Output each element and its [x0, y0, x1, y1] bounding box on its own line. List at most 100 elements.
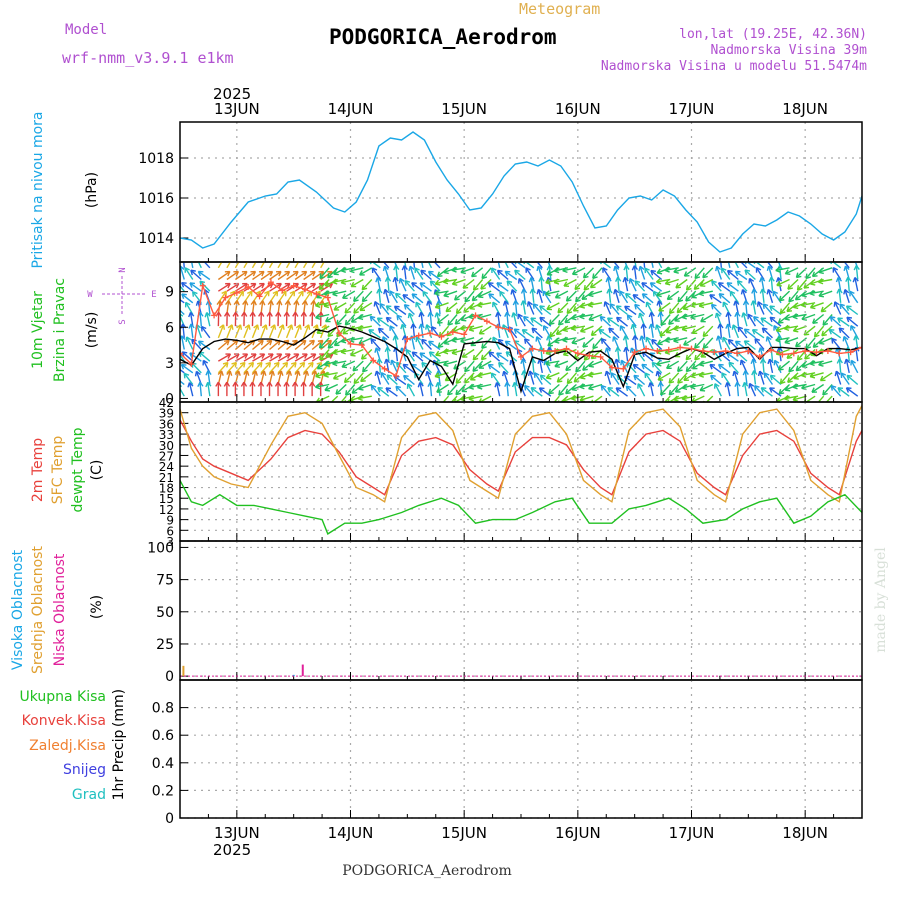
wind-arrow: [818, 278, 833, 283]
wind-arrow-head: [659, 381, 664, 387]
wind-arrow-head: [478, 296, 484, 299]
temperature-ytick-label: 36: [159, 417, 174, 431]
wind-arrow-head: [497, 254, 500, 258]
wind-arrow-head: [554, 341, 560, 344]
wind-arrow-head: [265, 324, 268, 330]
wind-arrow-head: [360, 354, 364, 360]
wind-arrow: [443, 337, 458, 345]
wind-arrow-head: [743, 328, 747, 335]
wind-arrow: [434, 290, 449, 295]
wind-arrow-head: [353, 311, 359, 314]
wind-arrow-head: [358, 384, 363, 390]
wind-arrow-head: [837, 387, 841, 393]
wind-arrow-head: [524, 385, 527, 391]
wind-arrow-head: [383, 289, 386, 295]
wind-arrow-head: [369, 262, 372, 265]
wind-arrow-head: [665, 327, 670, 333]
wind-arrow-head: [779, 392, 785, 395]
wind-arrow: [698, 290, 713, 295]
wind-arrow: [726, 282, 739, 292]
wind-arrow: [801, 383, 816, 389]
wind-arrow-head: [795, 272, 799, 278]
wind-arrow-head: [686, 369, 692, 373]
wind-arrow-head: [527, 370, 531, 377]
wind-arrow-head: [451, 352, 458, 356]
wind-arrow-head: [259, 300, 264, 305]
wind-arrow-head: [562, 339, 568, 343]
wind-arrow-head: [235, 283, 240, 289]
wind-arrow-head: [323, 374, 329, 378]
wind-arrow-head: [521, 370, 525, 376]
wind-arrow-head: [409, 265, 415, 270]
wind-arrow-head: [702, 272, 705, 278]
wind-arrow-head: [249, 311, 254, 317]
wind-arrow-head: [709, 294, 713, 300]
wind-arrow-head: [664, 352, 671, 355]
wind-arrow-head: [468, 325, 474, 331]
wind-arrow: [181, 293, 194, 304]
wind-arrow-head: [673, 399, 679, 402]
wind-arrow-head: [455, 392, 461, 396]
wind-arrow-head: [575, 369, 581, 373]
wind-arrow-head: [248, 324, 251, 330]
wind-arrow-head: [753, 316, 756, 322]
wind-arrow-head: [744, 328, 750, 331]
wind-arrow-head: [592, 273, 595, 279]
wind-arrow-head: [656, 370, 662, 375]
wind-arrow-head: [418, 323, 422, 329]
wind-arrow-head: [349, 325, 354, 331]
wind-arrow: [832, 262, 842, 269]
wind-arrow: [435, 278, 449, 285]
wind-arrow: [727, 323, 731, 338]
wind-arrow: [854, 277, 859, 292]
wind-arrow: [226, 262, 232, 269]
wind-arrow-head: [438, 300, 443, 306]
wind-arrow: [776, 395, 790, 402]
wind-arrow: [421, 262, 424, 268]
wind-arrow: [377, 317, 390, 327]
wind-arrow: [657, 262, 663, 269]
wind-arrow-head: [656, 281, 662, 285]
wind-arrow-head: [677, 310, 683, 314]
wind-arrow-head: [642, 293, 648, 296]
wind-arrow: [464, 290, 475, 303]
wind-arrow-head: [753, 370, 758, 375]
wind-arrow-head: [427, 311, 431, 318]
wind-arrow-head: [668, 322, 674, 326]
wind-arrow-head: [634, 303, 640, 307]
wind-arrow-head: [316, 324, 319, 330]
wind-arrow-head: [613, 358, 617, 365]
wind-arrow-head: [243, 311, 248, 317]
wind-arrow-head: [336, 322, 342, 326]
wind-arrow: [784, 325, 799, 330]
wind-arrow-head: [428, 341, 432, 347]
wind-arrow: [188, 382, 194, 397]
wind-arrow: [429, 382, 433, 397]
wind-arrow-head: [421, 338, 427, 342]
wind-arrow-head: [581, 294, 585, 300]
wind-arrow: [443, 290, 458, 297]
wind-arrow: [461, 313, 475, 321]
wind-arrow-head: [545, 290, 550, 295]
wind-arrow-head: [638, 312, 641, 319]
wind-arrow-head: [658, 300, 663, 305]
wind-arrow-head: [529, 288, 533, 294]
wind-arrow-head: [430, 326, 433, 332]
wind-arrow: [315, 383, 330, 388]
wind-arrow: [682, 302, 697, 310]
wind-arrow-head: [436, 271, 440, 277]
wind-arrow-head: [796, 368, 802, 372]
wind-arrow-head: [497, 269, 503, 272]
wind-arrow-head: [300, 311, 305, 317]
wind-arrow-head: [546, 335, 550, 341]
precip-ytick-label: 0: [165, 811, 174, 827]
wind-arrow: [539, 374, 552, 386]
wind-arrow-head: [277, 311, 282, 317]
wind-arrow: [404, 280, 415, 292]
wind-arrow-head: [555, 329, 560, 335]
wind-arrow: [632, 363, 646, 374]
wind-arrow-head: [468, 329, 475, 332]
wind-arrow-head: [435, 354, 441, 357]
wind-arrow-head: [615, 358, 621, 364]
wind-arrow-head: [810, 283, 816, 286]
